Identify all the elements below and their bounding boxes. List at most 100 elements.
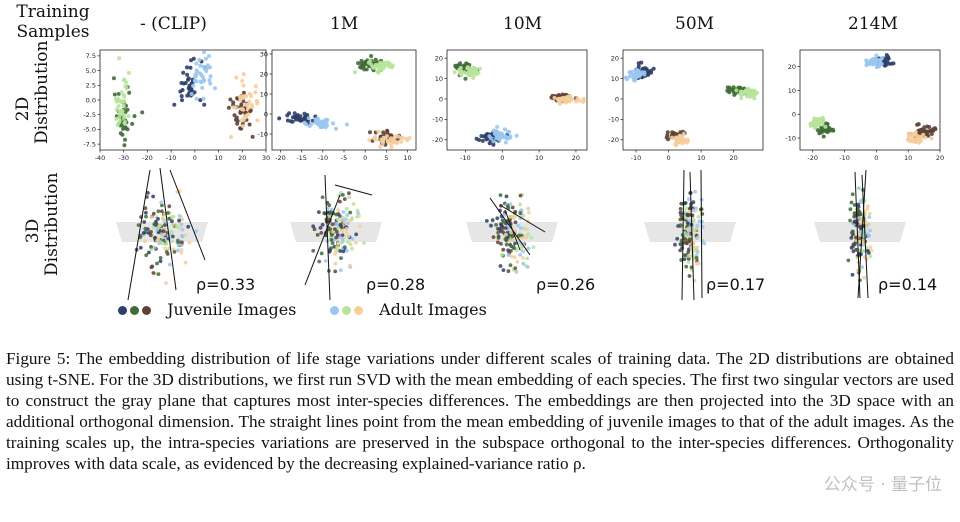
point-3-5-0 (670, 135, 675, 140)
point-0-0-34 (127, 90, 132, 95)
point-0-1-34 (124, 86, 129, 91)
point3d-2-36 (498, 264, 503, 268)
point3d-3-87 (687, 218, 692, 223)
point3d-1-23 (336, 208, 341, 212)
point3d-0-106 (144, 214, 148, 219)
point3d-0-101 (187, 240, 192, 245)
point3d-0-94 (164, 249, 169, 254)
point-0-3-34 (205, 63, 210, 68)
x-tick-label-4-2: 0 (874, 154, 878, 162)
point-3-0-33 (649, 70, 654, 75)
direction-line-1-0 (324, 174, 331, 300)
point3d-2-123 (506, 253, 511, 257)
point-0-1-23 (122, 120, 127, 124)
point-2-3-32 (575, 96, 580, 101)
point-0-2-26 (202, 102, 207, 107)
point3d-4-127 (859, 249, 864, 254)
column-title-214m: 214M (848, 14, 898, 34)
legend-dot-adult-0 (330, 306, 339, 315)
point-0-1-3 (117, 115, 122, 120)
point-2-4-35 (484, 133, 489, 138)
point3d-4-108 (866, 249, 870, 253)
point3d-0-28 (155, 261, 159, 266)
y-tick-label-2-1: 10 (435, 75, 443, 83)
point3d-3-145 (688, 254, 693, 258)
y-tick-label-1-2: 10 (260, 90, 268, 98)
point3d-0-6 (147, 250, 151, 255)
point3d-0-137 (155, 238, 160, 243)
point3d-1-97 (347, 195, 352, 200)
point-0-2-16 (186, 77, 190, 82)
point-0-5-24 (255, 118, 260, 123)
point3d-2-61 (518, 202, 522, 207)
x-tick-label-3-3: 20 (730, 154, 738, 162)
point3d-1-147 (334, 221, 339, 226)
point3d-2-144 (495, 216, 500, 221)
point-2-5-19 (503, 140, 508, 145)
point3d-3-86 (678, 248, 683, 253)
point-0-1-31 (118, 109, 123, 114)
x-tick-label-3-1: 0 (667, 154, 671, 162)
point-0-3-25 (193, 72, 198, 77)
watermark: 公众号 · 量子位 (823, 475, 942, 495)
point-3-5-35 (676, 140, 680, 145)
point-2-3-22 (563, 100, 568, 105)
point3d-1-135 (340, 218, 345, 222)
point-4-4-28 (927, 125, 932, 129)
x-tick-label-1-0: -20 (275, 154, 286, 162)
point3d-1-103 (362, 241, 366, 246)
x-tick-label-0-6: 20 (238, 154, 246, 162)
figure-5: Training Samples - (CLIP) 1M 10M 50M 214… (13, 2, 944, 319)
point3d-0-111 (152, 245, 157, 250)
point3d-2-136 (509, 244, 514, 249)
point3d-1-131 (348, 263, 352, 268)
point-0-1-10 (114, 107, 119, 112)
point-2-1-29 (465, 65, 470, 70)
point-1-5-33 (376, 129, 381, 134)
point-0-0-31 (130, 121, 135, 126)
point3d-1-14 (312, 227, 317, 232)
y-tick-label-2-2: 0 (439, 95, 443, 103)
point3d-3-139 (696, 235, 700, 240)
point-3-3-30 (746, 93, 750, 98)
point3d-0-0 (170, 219, 174, 224)
point-0-3-20 (194, 61, 199, 66)
point-1-3-21 (306, 116, 311, 121)
point3d-3-31 (684, 206, 689, 211)
y-tick-label-0-6: -7.5 (83, 140, 96, 148)
point-0-3-4 (197, 58, 202, 62)
point-3-0-32 (643, 66, 648, 71)
point3d-2-22 (498, 193, 503, 198)
point-1-5-28 (378, 144, 383, 149)
point-0-2-14 (172, 102, 177, 107)
point3d-1-68 (334, 229, 339, 234)
point-2-5-24 (508, 135, 513, 140)
x-tick-label-0-3: -10 (166, 154, 177, 162)
y-tick-label-0-4: -2.5 (83, 111, 96, 119)
point3d-2-119 (504, 232, 508, 237)
point-0-3-29 (194, 68, 199, 73)
x-tick-label-4-4: 20 (936, 154, 944, 162)
point3d-0-105 (180, 234, 185, 239)
point3d-4-96 (849, 245, 854, 250)
point3d-0-144 (177, 218, 182, 223)
point3d-0-110 (151, 211, 156, 216)
point-4-1-31 (874, 53, 879, 58)
point3d-0-116 (163, 223, 167, 228)
column-title-1m: 1M (330, 14, 359, 34)
point3d-4-21 (868, 228, 872, 233)
point-0-4-4 (226, 105, 231, 110)
point-0-1-24 (126, 114, 131, 119)
point-2-1-23 (466, 70, 471, 75)
point-0-2-35 (189, 87, 194, 92)
direction-line-4-1 (861, 174, 869, 299)
point-3-3-25 (748, 88, 753, 93)
point-0-4-22 (234, 117, 238, 122)
point-3-0-22 (636, 61, 641, 66)
y-tick-label-1-1: 20 (260, 70, 268, 78)
point3d-2-46 (513, 266, 518, 271)
point-4-3-26 (814, 124, 818, 129)
point3d-1-105 (345, 213, 350, 218)
point3d-0-91 (158, 223, 162, 228)
point3d-2-134 (518, 193, 523, 198)
